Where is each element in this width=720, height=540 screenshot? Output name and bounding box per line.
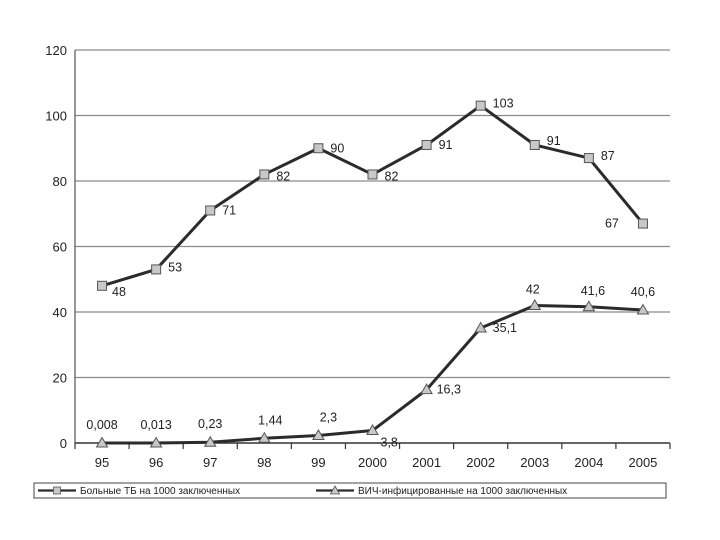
data-label: 67 [605,217,619,231]
data-point-square [637,218,648,229]
data-point-square [259,169,270,180]
x-tick-label: 2003 [520,455,549,470]
data-point-triangle [474,321,488,333]
series-lines [95,100,650,448]
data-point-square [97,280,108,291]
data-point-triangle [257,431,271,443]
y-tick-label: 100 [45,109,67,124]
data-label: 3,8 [381,436,398,450]
axes: 0 20 40 60 80 100 120 95 96 97 98 99 2000 2001 2002 200… [45,43,671,470]
data-point-square [583,153,594,164]
data-label: 42 [526,282,540,296]
x-tick-label: 2001 [412,455,441,470]
x-tick-label: 2004 [574,455,603,470]
data-point-triangle [528,298,542,310]
x-tick-label: 97 [203,455,217,470]
x-tick-label: 2002 [466,455,495,470]
data-label: 0,013 [140,418,171,432]
data-label: 53 [168,260,182,274]
data-point-triangle [312,428,325,440]
data-point-triangle [149,436,163,448]
y-tick-label: 60 [53,240,67,255]
data-point-square [367,169,378,180]
data-label: 91 [439,138,453,152]
x-tick-label: 2000 [358,455,387,470]
data-label: 1,44 [258,413,282,427]
data-point-square [529,139,540,150]
data-labels: 48 53 71 82 90 82 91 103 91 87 67 0,008 0,013 0,23 1,4… [86,97,655,450]
data-label: 90 [330,141,344,155]
x-tick-label: 95 [95,455,109,470]
legend-marker-triangle [329,485,341,495]
y-tick-label: 120 [45,43,67,58]
legend-label-2: ВИЧ-инфицированные на 1000 заключенных [358,485,567,497]
x-tick-label: 2005 [628,455,657,470]
y-tick-label: 0 [60,436,67,451]
data-label: 71 [222,203,236,217]
series-line-2 [102,303,644,445]
data-label: 0,008 [86,418,117,432]
data-label: 40,6 [631,285,655,299]
x-tick-label: 96 [149,455,163,470]
legend-marker-square [53,486,61,495]
y-tick-label: 20 [53,371,67,386]
data-point-triangle [203,435,217,447]
data-label: 82 [276,169,290,183]
data-point-square [475,100,486,111]
data-point-triangle [582,300,596,312]
series-line-1 [101,104,645,288]
legend-label-1: Больные ТБ на 1000 заключенных [80,486,240,497]
data-label: 41,6 [581,284,605,298]
data-label: 35,1 [493,321,517,335]
x-tick-label: 99 [311,455,325,470]
data-point-square [421,139,432,150]
data-label: 91 [547,134,561,148]
data-label: 103 [493,97,514,111]
data-label: 82 [385,169,399,183]
data-label: 2,3 [320,410,337,424]
data-point-triangle [420,383,433,395]
data-point-triangle [95,436,109,448]
y-tick-label: 40 [53,305,67,320]
x-tick-label: 98 [257,455,271,470]
data-point-square [313,143,324,154]
data-point-square [205,205,216,216]
y-tick-label: 80 [53,174,67,189]
data-point-triangle [636,303,650,315]
data-point-square [151,264,162,275]
gridlines [75,49,670,379]
data-point-triangle [366,424,379,436]
data-label: 87 [601,149,615,163]
data-label: 16,3 [437,383,461,397]
legend: Больные ТБ на 1000 заключенных ВИЧ-инфици… [33,482,667,499]
data-label: 48 [112,285,126,299]
data-label: 0,23 [198,417,222,431]
